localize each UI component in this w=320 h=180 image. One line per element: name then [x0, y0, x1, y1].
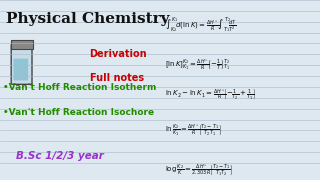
Text: $\ln K_2-\ln K_1=\frac{\Delta H^\circ}{R}\!\left[-\frac{1}{T_2}+\frac{1}{T_1}\ri: $\ln K_2-\ln K_1=\frac{\Delta H^\circ}{R… — [165, 87, 256, 102]
FancyBboxPatch shape — [13, 58, 28, 80]
Text: $\ln\frac{K_2}{K_1}=\frac{\Delta H^\circ}{R}\!\left[\frac{T_2-T_1}{T_2 T_1}\righ: $\ln\frac{K_2}{K_1}=\frac{\Delta H^\circ… — [165, 122, 221, 138]
Text: Full notes: Full notes — [90, 73, 144, 83]
Text: •Van't Hoff Reaction Isochore: •Van't Hoff Reaction Isochore — [3, 108, 154, 117]
Text: •Van't Hoff Reaction Isotherm: •Van't Hoff Reaction Isotherm — [3, 84, 156, 93]
Text: $\log\frac{K_2}{K}=\frac{\Delta H^\circ}{2.303\,R}\!\left[\frac{T_2-T_1}{T_1 T_2: $\log\frac{K_2}{K}=\frac{\Delta H^\circ}… — [165, 162, 233, 177]
FancyBboxPatch shape — [11, 40, 33, 49]
Text: Derivation: Derivation — [90, 49, 147, 59]
Text: $[\ln K]_{K_1}^{K_2}=\frac{\Delta H^\circ}{R}\!\left[-\frac{1}{T}\right]_{T_1}^{: $[\ln K]_{K_1}^{K_2}=\frac{\Delta H^\cir… — [165, 57, 230, 72]
Text: Physical Chemistry: Physical Chemistry — [6, 12, 170, 26]
Text: $\int_{K_2}^{K_1}\!d(\ln K)=\frac{\Delta H^\circ}{R}\int_{T_1}^{T_2}\!\frac{dT}{: $\int_{K_2}^{K_1}\!d(\ln K)=\frac{\Delta… — [165, 16, 236, 35]
Text: B.Sc 1/2/3 year: B.Sc 1/2/3 year — [16, 151, 104, 161]
FancyBboxPatch shape — [11, 44, 32, 84]
